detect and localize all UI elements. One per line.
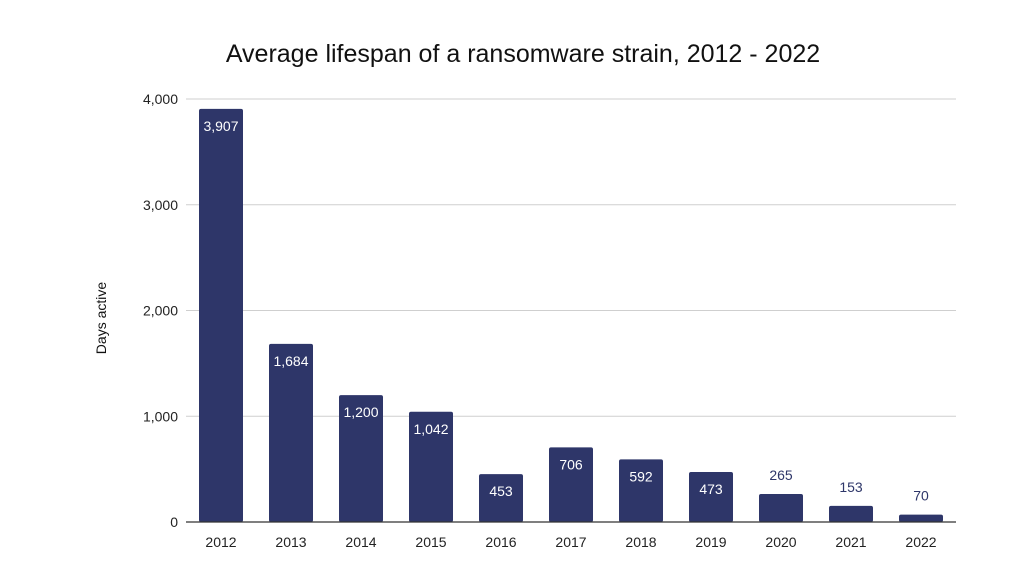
data-label: 70 bbox=[913, 488, 929, 504]
bar bbox=[269, 343, 313, 522]
x-tick-label: 2017 bbox=[555, 534, 586, 550]
x-tick-label: 2022 bbox=[905, 534, 936, 550]
data-label: 473 bbox=[699, 481, 723, 497]
data-label: 1,042 bbox=[413, 421, 448, 437]
y-tick-label: 3,000 bbox=[143, 197, 178, 213]
data-label: 1,200 bbox=[343, 404, 378, 420]
bar bbox=[899, 514, 943, 522]
y-axis-label: Days active bbox=[93, 282, 109, 355]
y-axis-ticks: 0 1,000 2,000 3,000 4,000 bbox=[143, 91, 178, 530]
chart-title: Average lifespan of a ransomware strain,… bbox=[226, 40, 820, 68]
data-label: 3,907 bbox=[203, 118, 238, 134]
bar bbox=[619, 459, 663, 522]
bar bbox=[759, 493, 803, 522]
bar bbox=[409, 411, 453, 522]
data-label: 153 bbox=[839, 479, 863, 495]
x-tick-label: 2019 bbox=[695, 534, 726, 550]
x-tick-label: 2020 bbox=[765, 534, 796, 550]
x-axis-ticks: 2012 2013 2014 2015 2016 2017 2018 2019 2020 2021… bbox=[205, 534, 936, 550]
x-tick-label: 2015 bbox=[415, 534, 446, 550]
data-label: 592 bbox=[629, 468, 653, 484]
data-label: 1,684 bbox=[273, 353, 308, 369]
x-tick-label: 2018 bbox=[625, 534, 656, 550]
data-label: 265 bbox=[769, 467, 793, 483]
x-tick-label: 2016 bbox=[485, 534, 516, 550]
x-tick-label: 2013 bbox=[275, 534, 306, 550]
bar bbox=[549, 447, 593, 522]
gridlines bbox=[186, 98, 956, 417]
data-label: 453 bbox=[489, 483, 513, 499]
y-tick-label: 2,000 bbox=[143, 303, 178, 319]
bar bbox=[689, 471, 733, 522]
bar bbox=[479, 474, 523, 522]
bar bbox=[199, 108, 243, 522]
bar bbox=[339, 395, 383, 522]
x-tick-label: 2014 bbox=[345, 534, 376, 550]
data-label: 706 bbox=[559, 456, 583, 472]
y-tick-label: 1,000 bbox=[143, 408, 178, 424]
x-tick-label: 2012 bbox=[205, 534, 236, 550]
data-labels: 3,907 1,684 1,200 1,042 453 706 592 473 265 153 70 bbox=[203, 118, 929, 504]
y-tick-label: 0 bbox=[170, 514, 178, 530]
y-tick-label: 4,000 bbox=[143, 91, 178, 107]
bar bbox=[829, 505, 873, 522]
x-tick-label: 2021 bbox=[835, 534, 866, 550]
bars bbox=[199, 108, 943, 522]
